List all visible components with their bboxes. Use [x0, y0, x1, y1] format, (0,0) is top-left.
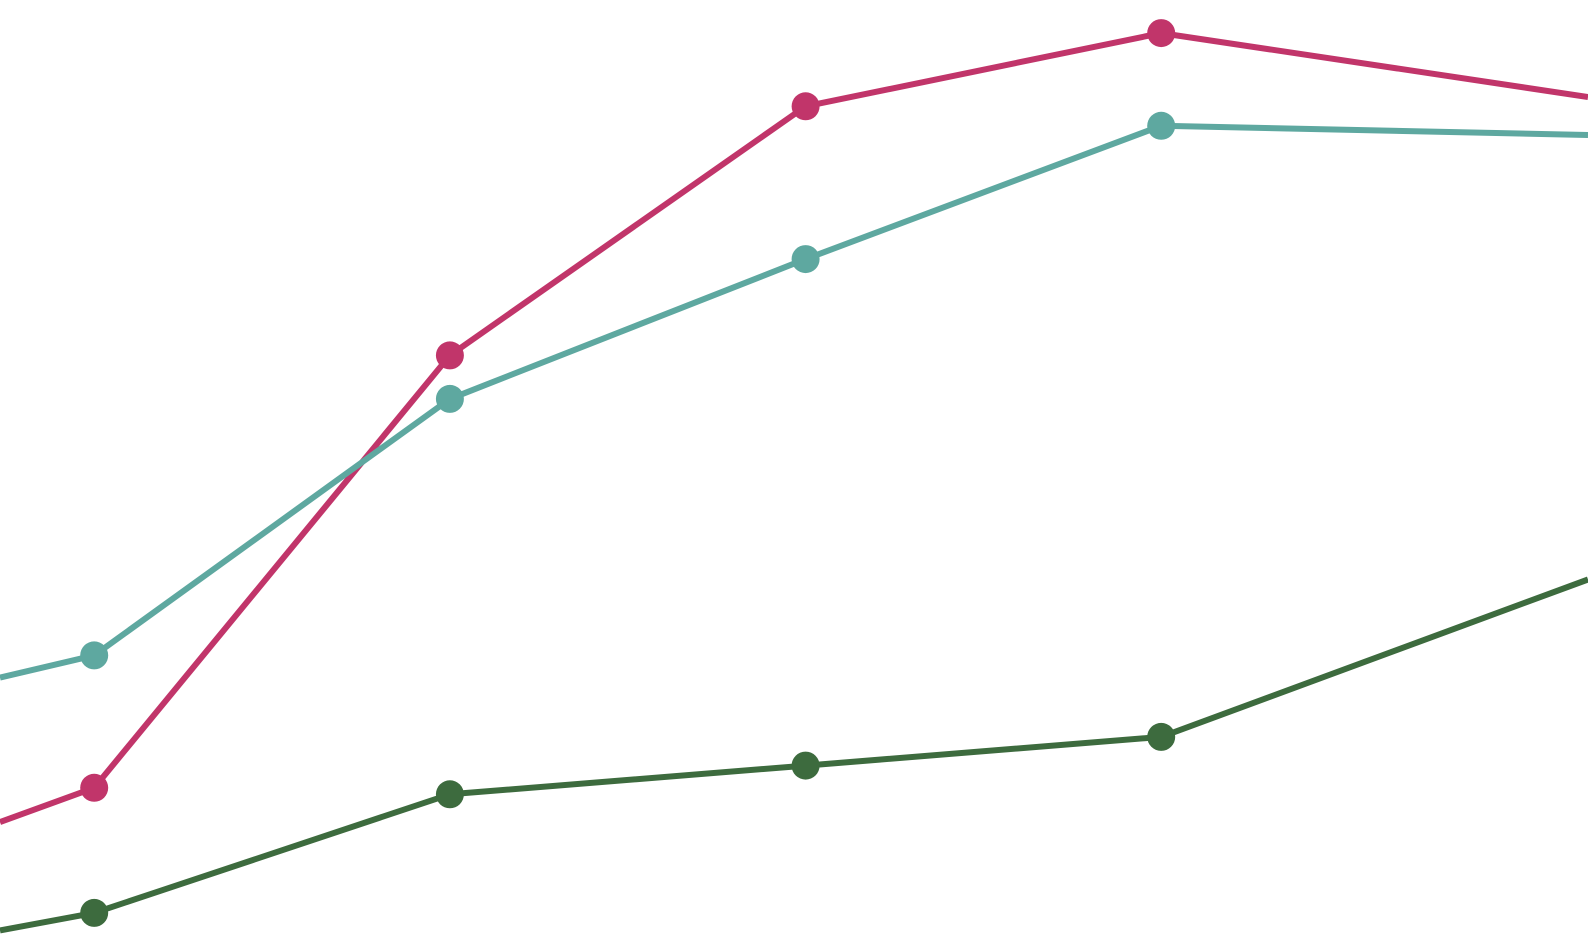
series-2-point-2 [435, 384, 464, 413]
series-2-point-3 [791, 245, 820, 274]
series-2-point-1 [80, 641, 109, 670]
series-1 [0, 19, 1588, 825]
series-2 [0, 111, 1588, 681]
series-3 [0, 576, 1588, 934]
series-3-line [0, 576, 1588, 934]
series-1-point-2 [435, 341, 464, 370]
series-2-line [0, 122, 1588, 681]
series-3-point-4 [1147, 722, 1176, 751]
series-1-line [0, 30, 1588, 825]
series-3-point-1 [80, 898, 109, 927]
series-1-point-3 [791, 92, 820, 121]
series-3-point-3 [791, 751, 820, 780]
series-2-point-4 [1147, 111, 1176, 140]
series-layer [0, 19, 1588, 934]
series-1-point-1 [80, 773, 109, 802]
series-1-point-4 [1147, 19, 1176, 48]
series-3-point-2 [435, 780, 464, 809]
